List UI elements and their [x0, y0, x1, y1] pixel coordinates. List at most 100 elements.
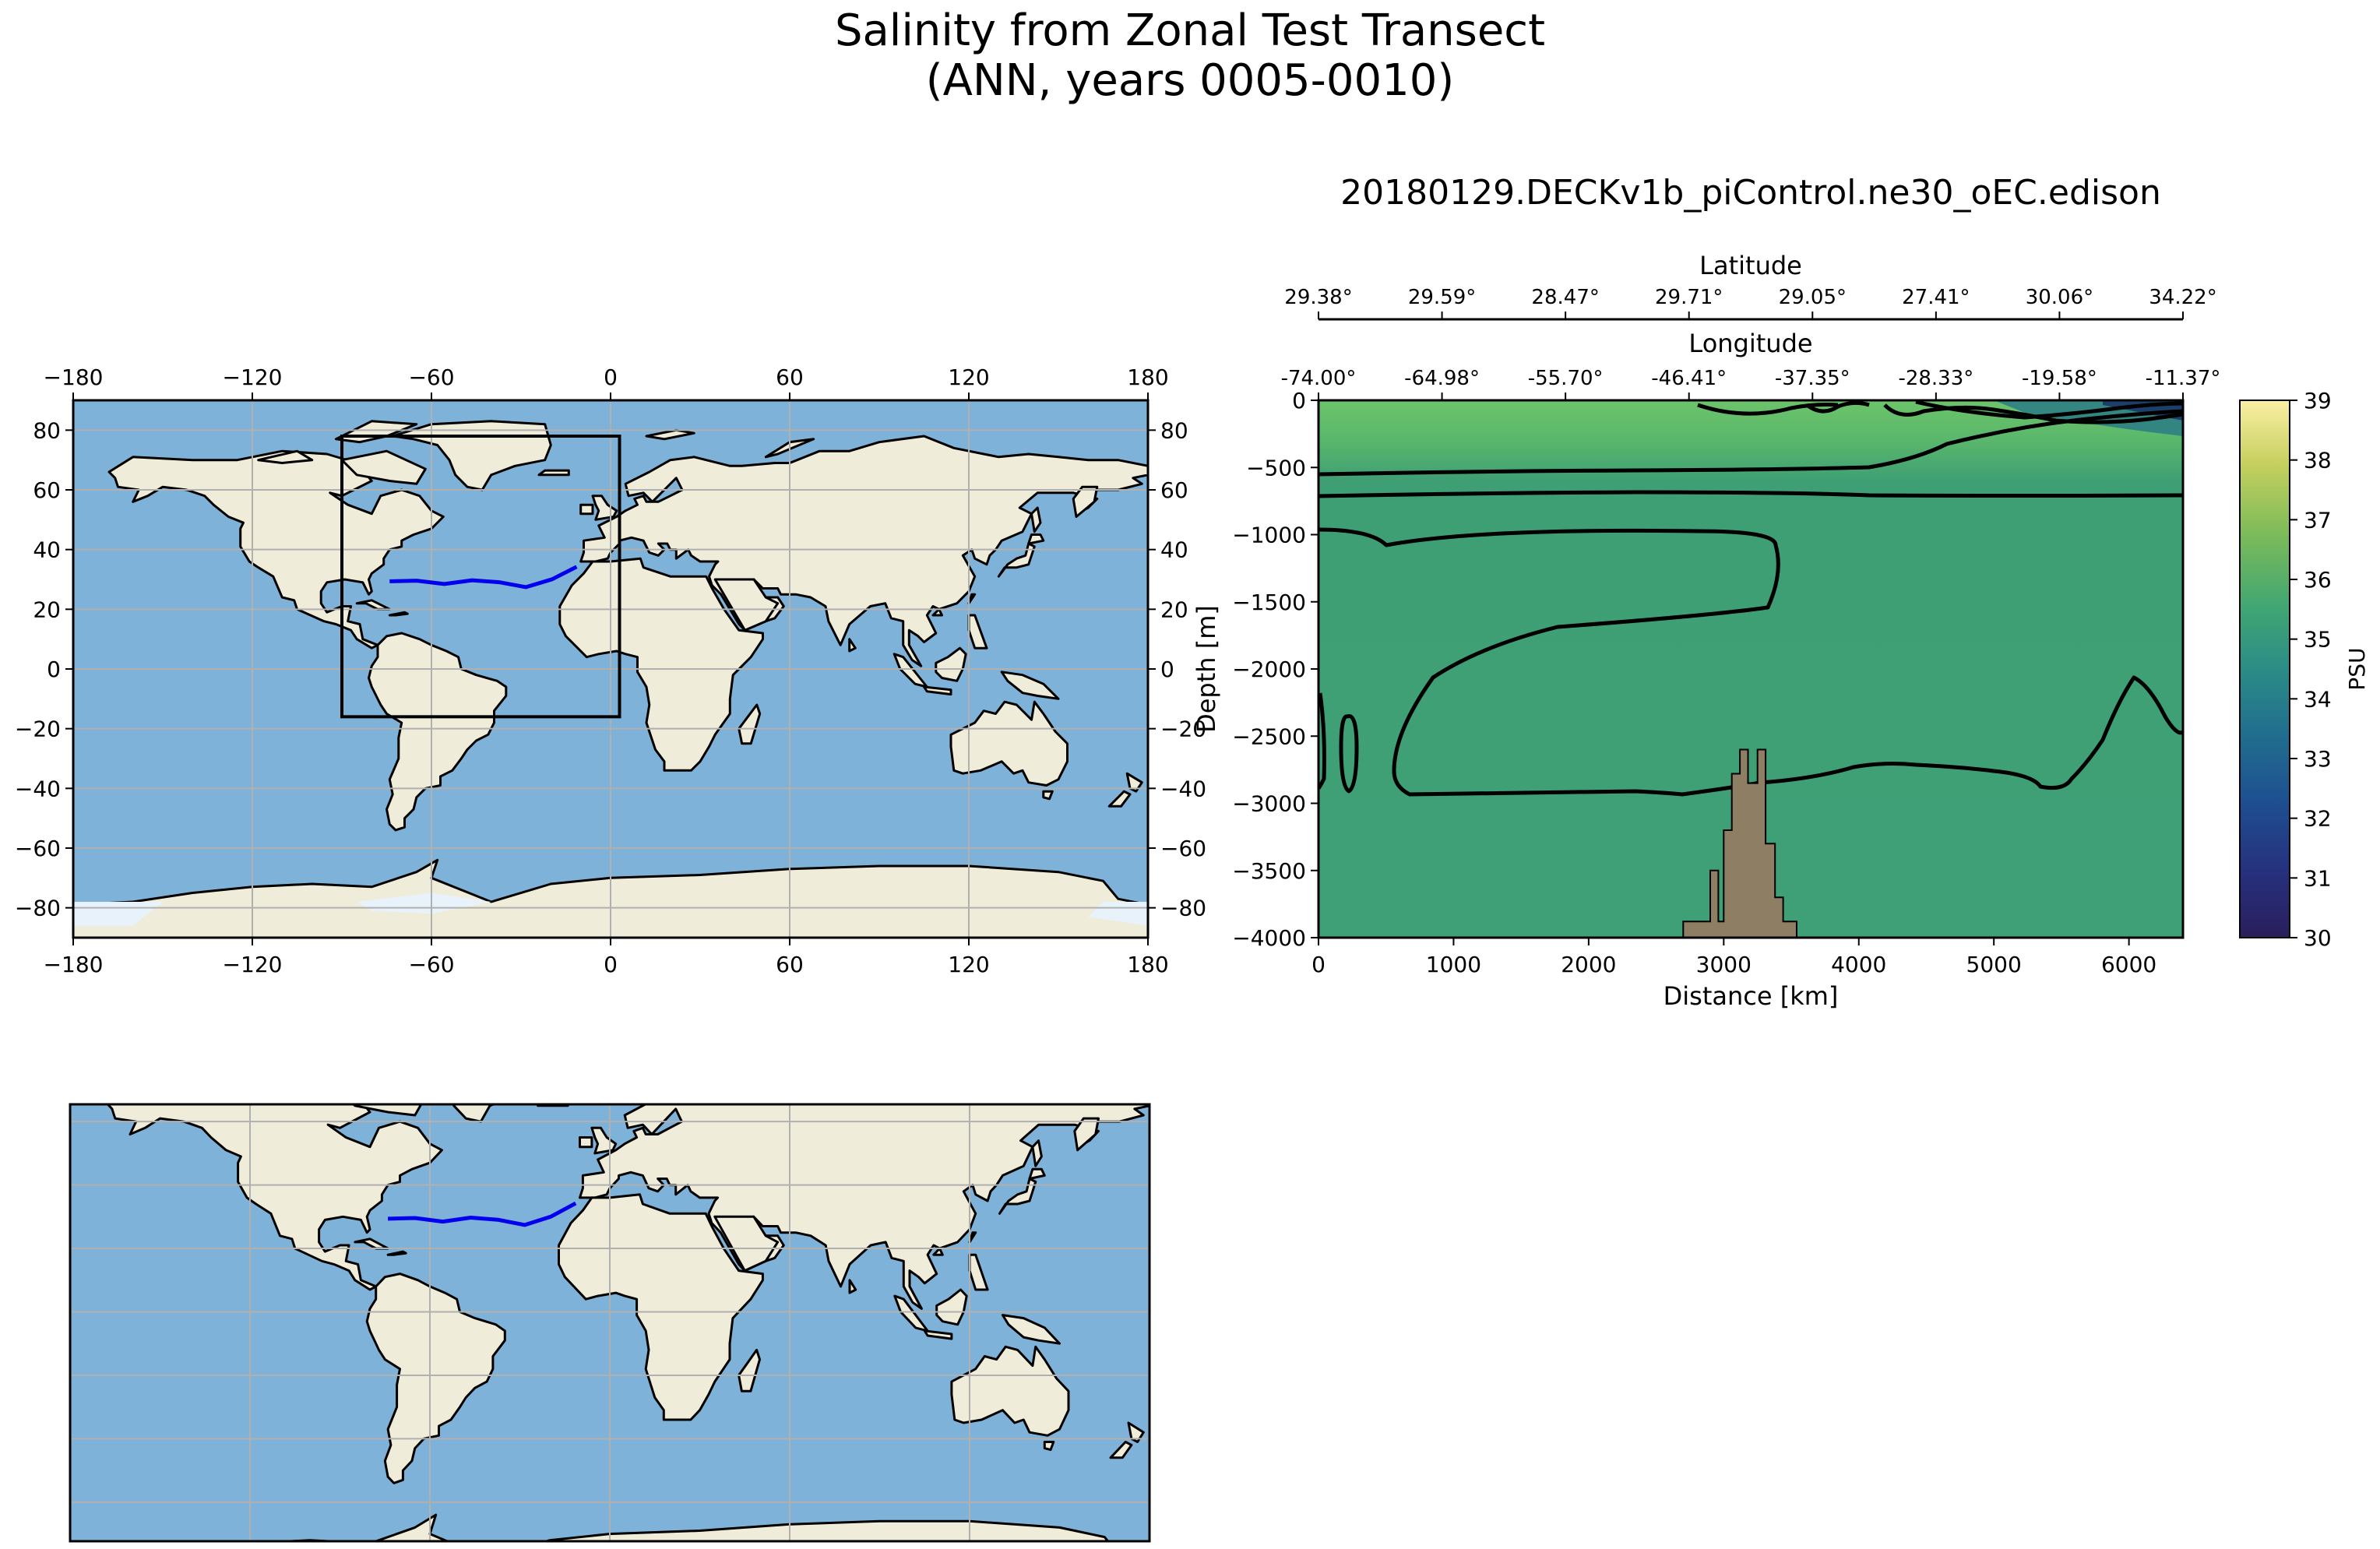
- landmass-australia: [949, 700, 1069, 787]
- transect-line-bottom: [388, 1201, 577, 1227]
- longitude-tick-label: -46.41°: [1651, 367, 1727, 390]
- landmass-sri-lanka: [848, 1279, 857, 1294]
- colorbar-tick-label: 33: [2304, 746, 2332, 772]
- colorbar-tick-label: 32: [2304, 806, 2332, 832]
- section-ytick-label: −3500: [1232, 858, 1306, 884]
- colorbar-tick-label: 30: [2304, 925, 2332, 951]
- section-plot: 0 1000 2000 3000 4000 5000 6000 0 −500 −1000 −1500…: [1192, 251, 2220, 1011]
- landmass-baffin: [352, 1104, 423, 1117]
- landmass-greenland: [452, 1104, 497, 1123]
- landmass-eurasia: [579, 435, 1148, 667]
- colorbar: 39 38 37 36 35 34 33 32 31 30 PSU: [2239, 388, 2370, 951]
- longitude-tick-label: -55.70°: [1528, 367, 1604, 390]
- top-map-ytick-label-right: 80: [1160, 417, 1188, 443]
- top-map-xtick-label-top: −180: [44, 364, 104, 390]
- contour-top-d: [1915, 400, 2183, 420]
- top-map-ytick-label-left: 60: [33, 477, 61, 503]
- top-map-xtick-label-bottom: 120: [948, 952, 989, 977]
- colorbar-tick-label: 37: [2304, 507, 2332, 533]
- latitude-axis-label: Latitude: [1699, 251, 1802, 280]
- landmass-arabia-fill: [713, 1215, 780, 1273]
- landmass-tasmania: [1042, 790, 1054, 801]
- bottom-map-gridlines: [70, 1104, 1150, 1541]
- top-map-ytick-label-left: 40: [33, 537, 61, 563]
- latitude-tick-label: 29.71°: [1655, 286, 1723, 309]
- section-ytick-label: −2000: [1232, 657, 1306, 682]
- top-map-xtick-label-bottom: −120: [223, 952, 283, 977]
- landmass-kamchatka-fill: [1073, 1117, 1100, 1152]
- contour-top-b: [1805, 400, 1870, 414]
- run-name-title: 20180129.DECKv1b_piControl.ne30_oEC.edis…: [1340, 173, 2161, 213]
- section-xtick-label: 4000: [1831, 952, 1886, 977]
- section-ytick-label: −1500: [1232, 590, 1306, 615]
- top-map-ytick-label-right: 40: [1160, 537, 1188, 563]
- top-map-ticks: −180 −180 −120 −120 −60 −60 0 0 60 60 120 120 180 180…: [15, 364, 1206, 977]
- landmass-sumatra: [892, 653, 928, 688]
- top-map-xtick-label-top: −60: [408, 364, 454, 390]
- latitude-tick-label: 34.22°: [2149, 286, 2216, 309]
- contour-deep-loop: [1319, 527, 2183, 797]
- longitude-axis-label: Longitude: [1688, 329, 1812, 358]
- top-map-xtick-label-bottom: −60: [408, 952, 454, 977]
- colorbar-tick-label: 36: [2304, 567, 2332, 593]
- landmass-victoria-island: [257, 449, 314, 464]
- top-map-ytick-label-left: 80: [33, 417, 61, 443]
- top-map-xtick-label-bottom: 0: [604, 952, 618, 977]
- landmass-ellesmere: [334, 1049, 415, 1072]
- landmass-new-guinea: [1001, 1314, 1061, 1345]
- landmass-sumatra: [893, 1294, 929, 1332]
- contour-west-lens-2: [1339, 714, 1359, 794]
- contour-top-c: [1883, 403, 2183, 424]
- landmass-japan: [997, 542, 1036, 578]
- region-box: [340, 435, 621, 719]
- top-map-ytick-label-right: −60: [1160, 836, 1206, 861]
- top-map-gridlines: [73, 400, 1148, 938]
- section-ylabel: Depth [m]: [1192, 605, 1221, 733]
- landmass-sri-lanka: [848, 638, 857, 653]
- landmass-iceland: [537, 469, 570, 477]
- landmass-hispaniola: [388, 611, 409, 617]
- top-map-ytick-label-right: 60: [1160, 477, 1188, 503]
- landmass-novaya-zemlya: [766, 1068, 814, 1087]
- longitude-tick-label: -19.58°: [2022, 367, 2097, 390]
- section-xtick-label: 5000: [1966, 952, 2022, 977]
- top-map-xtick-label-top: 180: [1127, 364, 1168, 390]
- top-map-xtick-label-bottom: −180: [44, 952, 104, 977]
- colorbar-tick-label: 39: [2304, 388, 2332, 414]
- figure-title-line1: Salinity from Zonal Test Transect: [835, 5, 1545, 56]
- top-map: −180 −180 −120 −120 −60 −60 0 0 60 60 120 120 180 180…: [15, 364, 1206, 977]
- top-map-xtick-label-top: 120: [948, 364, 989, 390]
- colorbar-tick-label: 38: [2304, 448, 2332, 474]
- section-ytick-label: −2500: [1232, 723, 1306, 749]
- landmass-ireland: [579, 1136, 593, 1149]
- top-map-xtick-label-bottom: 180: [1127, 952, 1168, 977]
- top-map-ytick-label-left: −40: [15, 776, 61, 801]
- contour-top-a: [1697, 403, 1839, 416]
- longitude-tick-label: -28.33°: [1898, 367, 1973, 390]
- landmass-svalbard: [645, 428, 695, 441]
- latitude-tick-label: 29.59°: [1408, 286, 1476, 309]
- figure-title-line2: (ANN, years 0005-0010): [926, 55, 1455, 106]
- latitude-tick-label: 29.38°: [1284, 286, 1352, 309]
- landmass-new-zealand-s: [1109, 1441, 1133, 1459]
- section-xtick-label: 1000: [1426, 952, 1481, 977]
- colorbar-tick-label: 31: [2304, 865, 2332, 891]
- section-ytick-label: −1000: [1232, 523, 1306, 548]
- landmass-baffin: [340, 449, 427, 485]
- landmass-java: [923, 685, 952, 696]
- longitude-tick-label: -11.37°: [2146, 367, 2221, 390]
- section-xtick-label: 0: [1311, 952, 1326, 977]
- section-ticks: 0 1000 2000 3000 4000 5000 6000 0 −500 −1000 −1500…: [1232, 286, 2220, 977]
- section-xlabel: Distance [km]: [1664, 981, 1839, 1011]
- landmass-tasmania: [1043, 1441, 1055, 1452]
- top-map-ytick-label-left: −80: [15, 896, 61, 921]
- colorbar-gradient: [2239, 400, 2290, 938]
- landmass-sakhalin: [1031, 1139, 1043, 1167]
- landmass-taiwan: [968, 1231, 977, 1244]
- landmass-japan: [998, 1178, 1037, 1215]
- landmass-kamchatka-fill: [1072, 485, 1099, 518]
- landmass-arabia-fill: [713, 578, 780, 632]
- landmass-taiwan: [967, 593, 977, 605]
- latitude-tick-label: 29.05°: [1779, 286, 1847, 309]
